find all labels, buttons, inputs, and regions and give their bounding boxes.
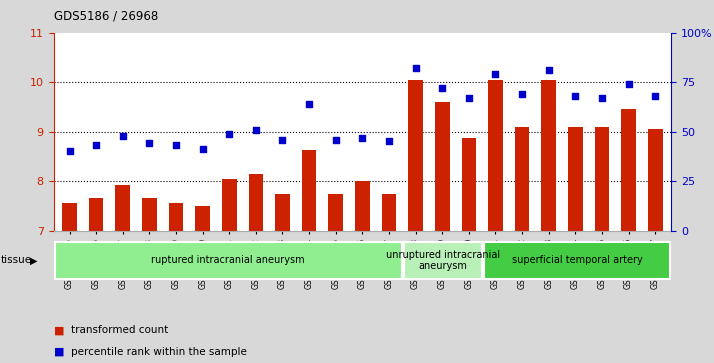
Bar — [248, 174, 263, 231]
Text: percentile rank within the sample: percentile rank within the sample — [71, 347, 247, 357]
Point — [356, 135, 368, 140]
Text: ■: ■ — [54, 325, 64, 335]
Bar — [222, 179, 236, 231]
Text: superficial temporal artery: superficial temporal artery — [512, 256, 643, 265]
Point — [596, 95, 608, 101]
Point — [330, 136, 341, 142]
Point — [543, 68, 554, 73]
Bar — [275, 195, 290, 231]
Bar — [621, 109, 636, 231]
Text: ruptured intracranial aneurysm: ruptured intracranial aneurysm — [151, 256, 305, 265]
Bar — [89, 198, 104, 231]
Bar — [355, 181, 370, 231]
Text: transformed count: transformed count — [71, 325, 169, 335]
Bar — [382, 195, 396, 231]
Text: unruptured intracranial
aneurysm: unruptured intracranial aneurysm — [386, 250, 500, 271]
Point — [64, 148, 75, 154]
Point — [650, 93, 661, 99]
Point — [570, 93, 581, 99]
Point — [463, 95, 475, 101]
Bar — [116, 184, 130, 231]
Point — [277, 136, 288, 142]
Point — [410, 65, 421, 71]
Text: ■: ■ — [54, 347, 64, 357]
Point — [516, 91, 528, 97]
Point — [171, 143, 182, 148]
Point — [436, 85, 448, 91]
Bar — [568, 127, 583, 231]
Point — [117, 132, 129, 138]
Point — [250, 127, 261, 132]
Point — [490, 71, 501, 77]
Bar — [302, 150, 316, 231]
Point — [383, 139, 395, 144]
Point — [303, 101, 315, 107]
Bar — [169, 203, 183, 231]
Bar — [515, 127, 529, 231]
Bar — [408, 79, 423, 231]
Bar — [142, 198, 156, 231]
Bar — [541, 79, 556, 231]
Bar — [648, 129, 663, 231]
Text: tissue: tissue — [1, 256, 32, 265]
Bar — [196, 206, 210, 231]
Point — [223, 131, 235, 136]
Point — [197, 147, 208, 152]
Bar — [435, 102, 450, 231]
Bar — [461, 138, 476, 231]
Text: GDS5186 / 26968: GDS5186 / 26968 — [54, 9, 158, 22]
Point — [623, 81, 634, 87]
Point — [91, 143, 102, 148]
Bar — [403, 242, 482, 279]
Bar — [484, 242, 670, 279]
Bar — [62, 203, 77, 231]
Bar — [488, 79, 503, 231]
Bar — [595, 127, 609, 231]
Point — [144, 140, 155, 146]
Bar — [328, 195, 343, 231]
Text: ▶: ▶ — [30, 256, 38, 265]
Bar — [55, 242, 401, 279]
